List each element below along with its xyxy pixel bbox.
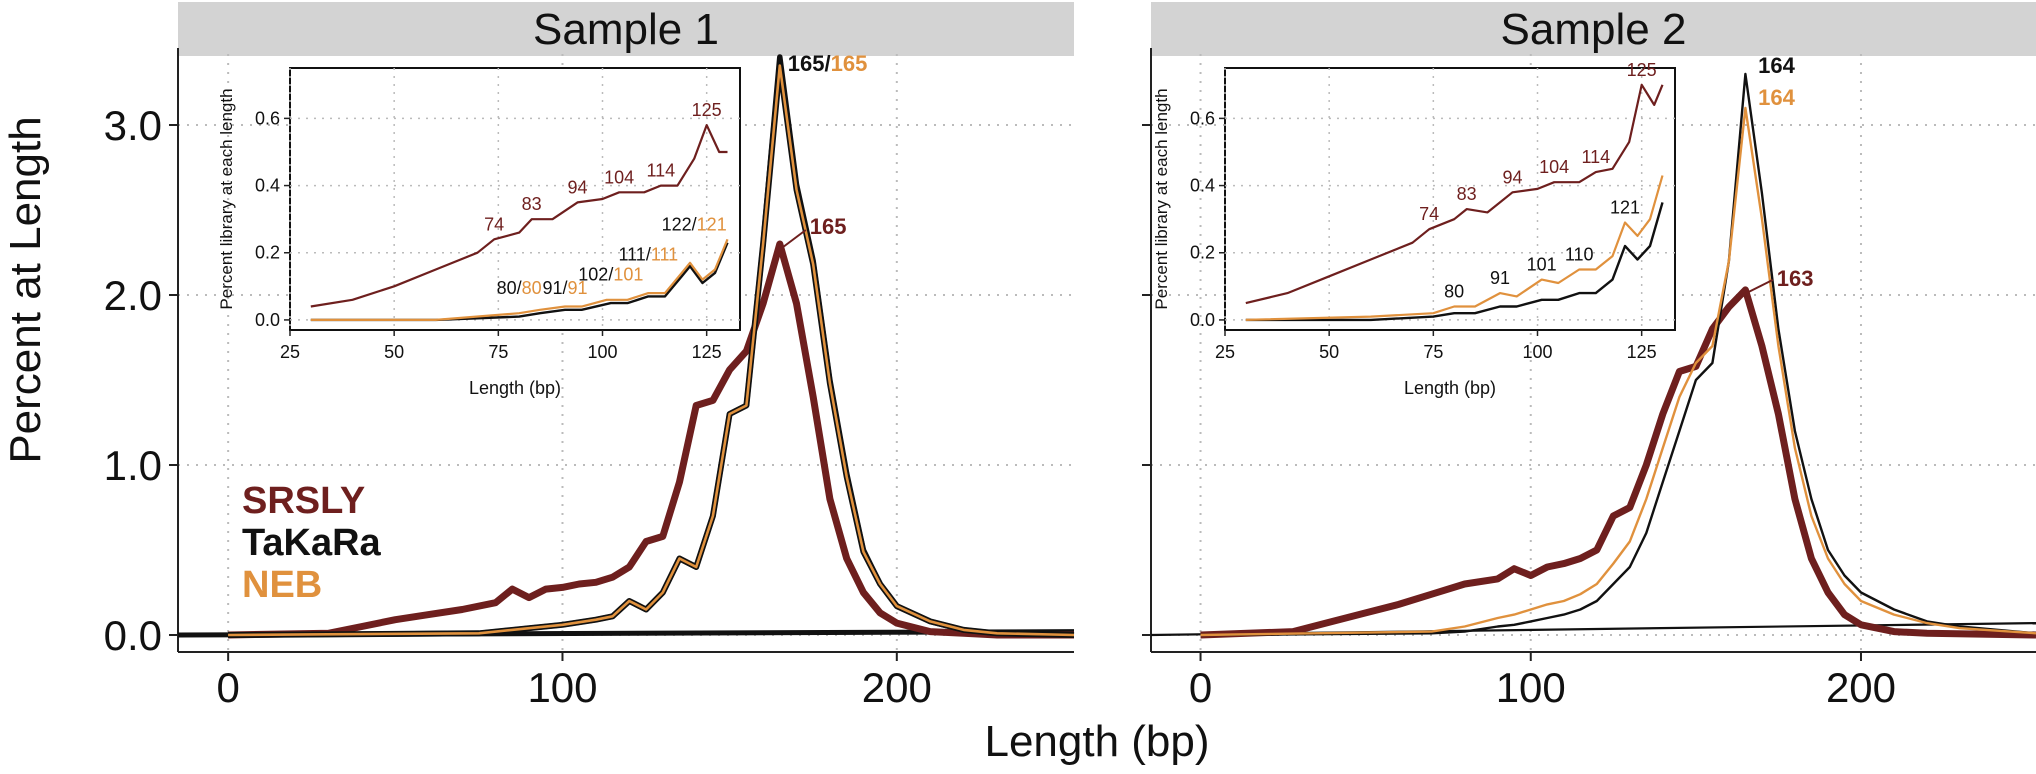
- y-tick-label: 2.0: [104, 272, 162, 319]
- inset-y-tick-label: 0.6: [1190, 108, 1215, 128]
- panel-title: Sample 1: [533, 5, 719, 54]
- inset-annotation-label: 125: [692, 100, 722, 120]
- inset-annotation-label: 110: [1565, 245, 1594, 265]
- inset-x-tick-label: 25: [1215, 342, 1235, 362]
- x-tick-label: 0: [1189, 664, 1212, 711]
- inset-annotation-label: 125: [1627, 60, 1657, 80]
- panel-title: Sample 2: [1501, 5, 1687, 54]
- inset-x-label: Length (bp): [469, 378, 561, 398]
- x-tick-label: 100: [527, 664, 597, 711]
- inset-annotation-label: 101: [1527, 255, 1557, 275]
- panel-strip: [1151, 2, 2036, 56]
- inset-2: 25 50 75 100 125 0.0 0.2 0.4 0.6 Length (bp) Perce…: [1152, 60, 1676, 398]
- inset-y-label: Percent library at each length: [217, 88, 236, 309]
- x-tick-label: 0: [216, 664, 239, 711]
- inset-annotation-label: 74: [484, 214, 504, 234]
- inset-annotation-label: 94: [567, 177, 587, 197]
- inset-frame: [289, 67, 741, 331]
- inset-frame: [1224, 67, 1676, 331]
- y-tick-label: 3.0: [104, 102, 162, 149]
- annotation-label: 165: [810, 214, 847, 239]
- inset-annotation-label: 80: [1444, 281, 1464, 301]
- inset-annotation-label: 91: [1490, 268, 1510, 288]
- inset-annotation-label: 83: [522, 194, 542, 214]
- legend-label-neb: NEB: [242, 564, 322, 606]
- inset-y-tick-label: 0.0: [1190, 310, 1215, 330]
- inset-y-tick-label: 0.6: [255, 108, 280, 128]
- inset-x-tick-label: 25: [280, 342, 300, 362]
- inset-y-tick-label: 0.0: [255, 310, 280, 330]
- inset-x-tick-label: 100: [587, 342, 617, 362]
- inset-annotation-label: 111/111: [618, 245, 678, 265]
- inset-annotation-label: 94: [1502, 167, 1522, 187]
- inset-x-tick-label: 50: [1319, 342, 1339, 362]
- annotation-label: 163: [1777, 266, 1814, 291]
- inset-x-tick-label: 50: [384, 342, 404, 362]
- inset-y-label: Percent library at each length: [1152, 88, 1171, 309]
- inset-annotation-label: 83: [1457, 184, 1477, 204]
- series-line-takara: [1200, 72, 2036, 637]
- inset-annotation-label: 122/121: [662, 214, 727, 234]
- inset-annotation-label: 74: [1419, 204, 1439, 224]
- inset-1: 25 50 75 100 125 0.0 0.2 0.4 0.6 Length (bp) Perce…: [217, 67, 741, 398]
- series-line-srsly: [228, 240, 1074, 639]
- legend-label-srsly: SRSLY: [242, 480, 365, 522]
- annotation-leader: [781, 229, 807, 249]
- panel-1: Sample 1 0 100 200 0.0 1.0 2.0 3.0 165/165 165 25 5…: [104, 2, 1075, 711]
- x-tick-label: 100: [1496, 664, 1566, 711]
- annotation-label: 164: [1758, 85, 1795, 110]
- series-line-neb: [228, 64, 1075, 637]
- inset-series-takara: [310, 242, 729, 322]
- y-tick-label: 1.0: [104, 442, 162, 489]
- inset-annotation-label: 91/91: [542, 278, 587, 298]
- inset-annotation-label: 121: [1610, 198, 1640, 218]
- inset-series-srsly: [1245, 83, 1664, 305]
- inset-y-tick-label: 0.4: [1190, 176, 1215, 196]
- inset-annotation-label: 114: [1581, 147, 1610, 167]
- x-tick-label: 200: [1826, 664, 1896, 711]
- x-tick-label: 200: [862, 664, 932, 711]
- inset-x-tick-label: 75: [1423, 342, 1443, 362]
- x-axis-label: Length (bp): [984, 717, 1209, 766]
- inset-series-neb: [1245, 175, 1664, 321]
- inset-x-tick-label: 125: [692, 342, 722, 362]
- legend-label-takara: TaKaRa: [242, 522, 382, 564]
- inset-x-tick-label: 125: [1627, 342, 1657, 362]
- annotation-label: 164: [1758, 53, 1795, 78]
- inset-annotation-label: 104: [604, 167, 634, 187]
- annotation-label: 165/165: [788, 51, 868, 76]
- inset-annotation-label: 114: [646, 161, 675, 181]
- inset-x-tick-label: 75: [488, 342, 508, 362]
- inset-series-takara: [1245, 202, 1664, 322]
- series-line-srsly: [1200, 286, 2036, 639]
- series-line-neb: [1200, 106, 2036, 637]
- inset-annotation-label: 102/101: [578, 265, 643, 285]
- inset-series-srsly: [310, 124, 728, 308]
- inset-y-tick-label: 0.2: [255, 243, 280, 263]
- inset-annotation-label: 80/80: [497, 278, 542, 298]
- panel-2: Sample 2 0 100 200 164 164 163 25 50 75 100 125 0.0 0…: [1142, 2, 2036, 711]
- y-tick-label: 0.0: [104, 612, 162, 659]
- inset-annotation-label: 104: [1539, 157, 1569, 177]
- inset-y-tick-label: 0.2: [1190, 243, 1215, 263]
- y-axis-label: Percent at Length: [1, 116, 50, 463]
- inset-x-label: Length (bp): [1404, 378, 1496, 398]
- inset-y-tick-label: 0.4: [255, 176, 280, 196]
- inset-series-neb: [310, 238, 729, 321]
- panel-strip: [178, 2, 1074, 56]
- inset-x-tick-label: 100: [1522, 342, 1552, 362]
- annotation-leader: [1740, 279, 1774, 297]
